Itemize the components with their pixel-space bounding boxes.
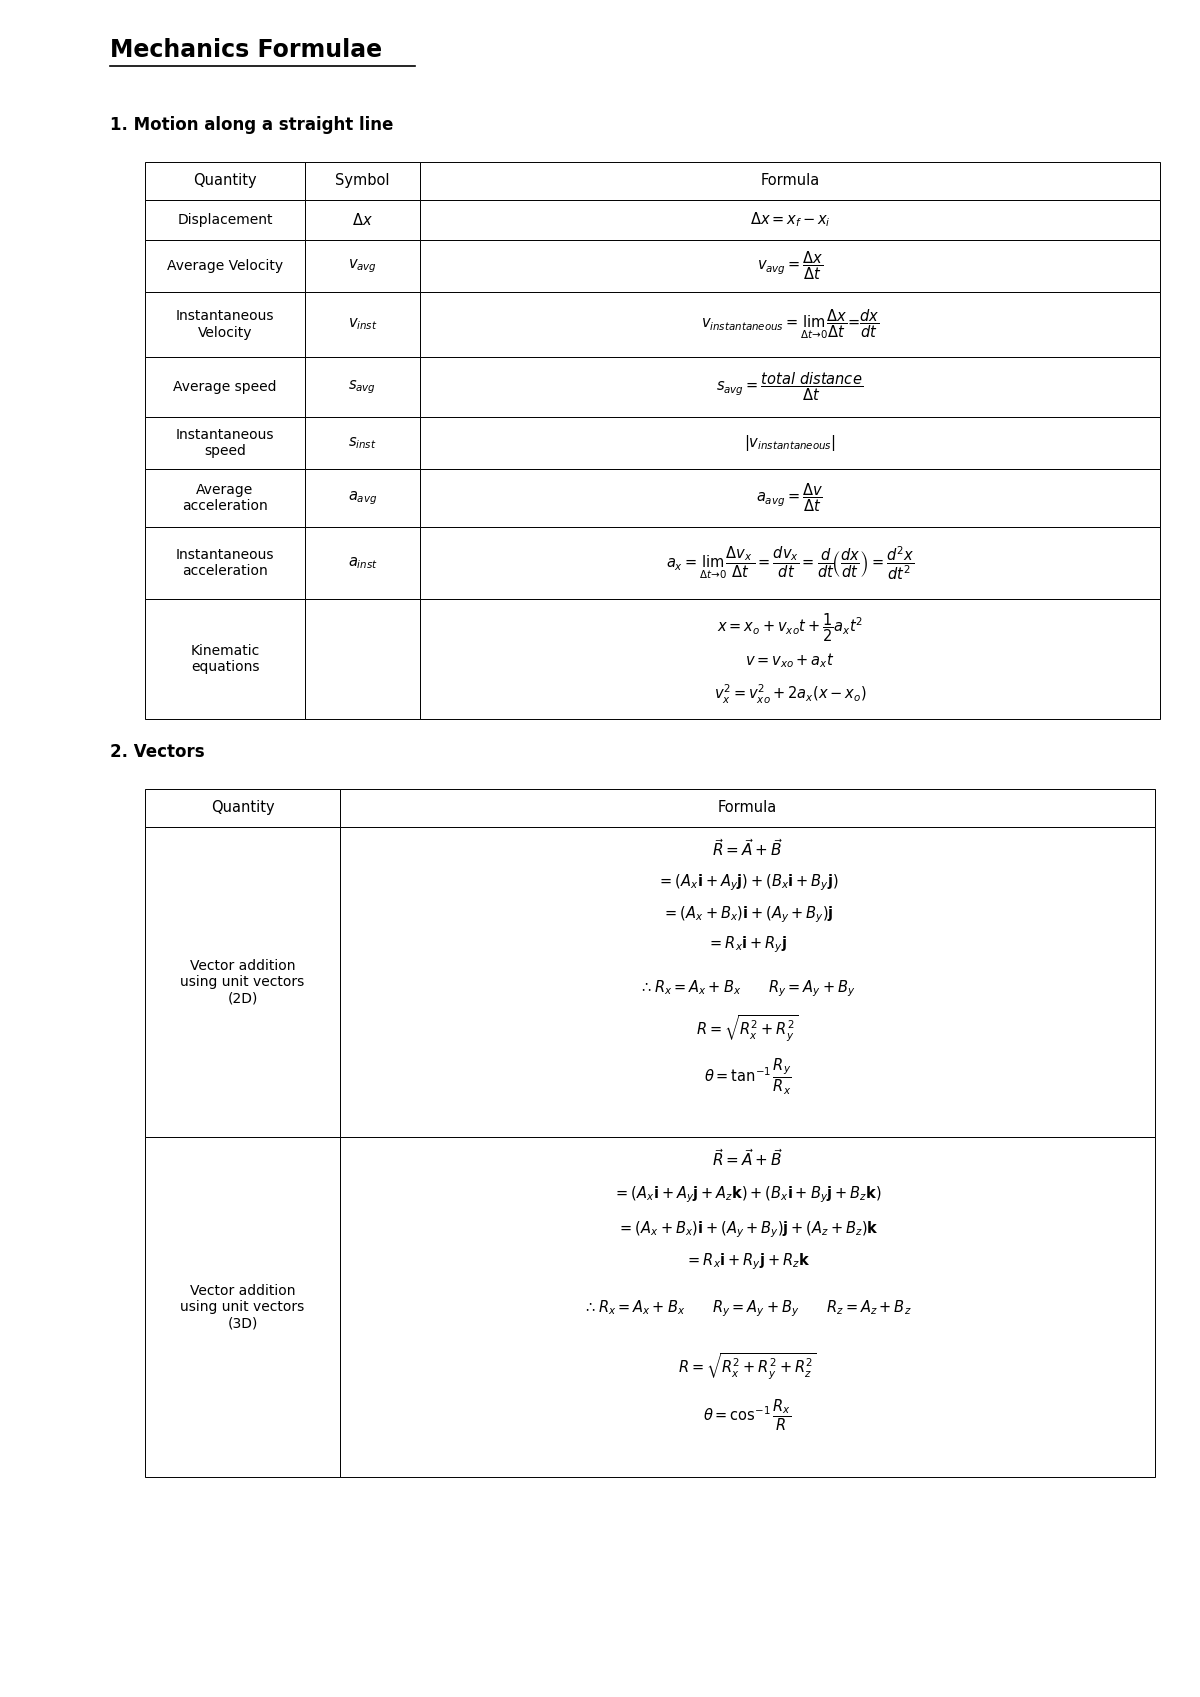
Text: Vector addition
using unit vectors
(2D): Vector addition using unit vectors (2D) [180,959,305,1005]
Text: $= (A_x\mathbf{i} + A_y\mathbf{j}) + (B_x\mathbf{i} + B_y\mathbf{j})$: $= (A_x\mathbf{i} + A_y\mathbf{j}) + (B_… [656,872,839,893]
Text: $s_{inst}$: $s_{inst}$ [348,434,377,451]
Bar [145,599,305,720]
Text: $a_x = \lim_{\Delta t \to 0}\dfrac{\Delta v_x}{\Delta t} = \dfrac{dv_x}{dt} = \d: $a_x = \lim_{\Delta t \to 0}\dfrac{\Delt… [666,545,914,582]
Bar [145,161,305,200]
Bar [420,292,1160,356]
Text: $v_{inst}$: $v_{inst}$ [348,317,377,333]
Text: Instantaneous
acceleration: Instantaneous acceleration [175,548,275,579]
Text: $s_{avg} = \dfrac{\mathit{total\ distance}}{\Delta t}$: $s_{avg} = \dfrac{\mathit{total\ distanc… [716,370,864,404]
Text: 1. Motion along a straight line: 1. Motion along a straight line [110,115,394,134]
Text: $= (A_x + B_x)\mathbf{i} + (A_y + B_y)\mathbf{j}$: $= (A_x + B_x)\mathbf{i} + (A_y + B_y)\m… [661,905,833,925]
Text: Vector addition
using unit vectors
(3D): Vector addition using unit vectors (3D) [180,1285,305,1330]
Bar [145,292,305,356]
Text: Kinematic
equations: Kinematic equations [191,643,259,674]
Text: $s_{avg}$: $s_{avg}$ [348,378,377,395]
Text: Instantaneous
speed: Instantaneous speed [175,428,275,458]
Bar [305,292,420,356]
Text: Displacement: Displacement [178,214,272,227]
Bar [420,528,1160,599]
Text: $\therefore R_x = A_x + B_x \qquad R_y = A_y + B_y$: $\therefore R_x = A_x + B_x \qquad R_y =… [640,979,856,1000]
Bar [340,826,1154,1137]
Bar [305,356,420,417]
Text: $\vec{R} = \vec{A} + \vec{B}$: $\vec{R} = \vec{A} + \vec{B}$ [712,838,782,859]
Text: Average
acceleration: Average acceleration [182,484,268,512]
Bar [145,528,305,599]
Text: Symbol: Symbol [335,173,390,188]
Text: $\theta = \cos^{-1}\dfrac{R_x}{R}$: $\theta = \cos^{-1}\dfrac{R_x}{R}$ [703,1397,792,1432]
Text: $v_x^2 = v_{xo}^2 + 2a_x(x - x_o)$: $v_x^2 = v_{xo}^2 + 2a_x(x - x_o)$ [714,682,866,706]
Bar [305,468,420,528]
Bar [305,599,420,720]
Text: $= (A_x + B_x)\mathbf{i} + (A_y + B_y)\mathbf{j} + (A_z + B_z)\mathbf{k}$: $= (A_x + B_x)\mathbf{i} + (A_y + B_y)\m… [617,1220,878,1241]
Text: $v_{instantaneous} = \lim_{\Delta t \to 0}\dfrac{\Delta x}{\Delta t} = \dfrac{dx: $v_{instantaneous} = \lim_{\Delta t \to … [701,307,880,341]
Text: $\Delta x = x_f - x_i$: $\Delta x = x_f - x_i$ [750,210,830,229]
Text: Quantity: Quantity [211,801,275,816]
Bar [145,417,305,468]
Text: Instantaneous
Velocity: Instantaneous Velocity [175,309,275,339]
Text: $R = \sqrt{R_x^2 + R_y^2 + R_z^2}$: $R = \sqrt{R_x^2 + R_y^2 + R_z^2}$ [678,1353,817,1381]
Text: 2. Vectors: 2. Vectors [110,743,205,760]
Bar [420,468,1160,528]
Bar [305,200,420,239]
Text: Mechanics Formulae: Mechanics Formulae [110,37,382,63]
Text: $R = \sqrt{R_x^2 + R_y^2}$: $R = \sqrt{R_x^2 + R_y^2}$ [696,1013,798,1044]
Bar [145,239,305,292]
Text: $\therefore R_x = A_x + B_x \qquad R_y = A_y + B_y \qquad R_z = A_z + B_z$: $\therefore R_x = A_x + B_x \qquad R_y =… [583,1298,912,1319]
Text: $a_{avg}$: $a_{avg}$ [348,489,377,507]
Text: $|v_{instantaneous}|$: $|v_{instantaneous}|$ [744,433,836,453]
Bar [145,468,305,528]
Bar [145,826,340,1137]
Bar [420,417,1160,468]
Bar [145,200,305,239]
Text: $x = x_o + v_{xo}t + \dfrac{1}{2}a_x t^2$: $x = x_o + v_{xo}t + \dfrac{1}{2}a_x t^2… [716,611,863,643]
Bar [145,789,340,826]
Bar [145,1137,340,1476]
Text: Average speed: Average speed [173,380,277,394]
Bar [305,161,420,200]
Bar [420,161,1160,200]
Text: $v_{avg}$: $v_{avg}$ [348,258,377,275]
Text: Formula: Formula [718,801,778,816]
Text: $= R_x\mathbf{i} + R_y\mathbf{j}$: $= R_x\mathbf{i} + R_y\mathbf{j}$ [708,935,787,955]
Bar [420,239,1160,292]
Text: $\Delta x$: $\Delta x$ [352,212,373,227]
Text: $v_{avg} = \dfrac{\Delta x}{\Delta t}$: $v_{avg} = \dfrac{\Delta x}{\Delta t}$ [757,249,823,282]
Text: Quantity: Quantity [193,173,257,188]
Text: $\vec{R} = \vec{A} + \vec{B}$: $\vec{R} = \vec{A} + \vec{B}$ [712,1149,782,1169]
Bar [145,356,305,417]
Text: Formula: Formula [761,173,820,188]
Bar [420,356,1160,417]
Text: $= R_x\mathbf{i} + R_y\mathbf{j} + R_z\mathbf{k}$: $= R_x\mathbf{i} + R_y\mathbf{j} + R_z\m… [685,1252,810,1273]
Text: Average Velocity: Average Velocity [167,260,283,273]
Text: $a_{avg} = \dfrac{\Delta v}{\Delta t}$: $a_{avg} = \dfrac{\Delta v}{\Delta t}$ [756,482,823,514]
Bar [305,417,420,468]
Bar [305,239,420,292]
Bar [340,789,1154,826]
Bar [420,200,1160,239]
Text: $\theta = \tan^{-1}\dfrac{R_y}{R_x}$: $\theta = \tan^{-1}\dfrac{R_y}{R_x}$ [703,1057,791,1096]
Text: $= (A_x\mathbf{i} + A_y\mathbf{j} + A_z\mathbf{k}) + (B_x\mathbf{i} + B_y\mathbf: $= (A_x\mathbf{i} + A_y\mathbf{j} + A_z\… [613,1185,882,1205]
Text: $v = v_{xo} + a_x t$: $v = v_{xo} + a_x t$ [745,652,835,670]
Bar [420,599,1160,720]
Text: $a_{inst}$: $a_{inst}$ [348,555,378,570]
Bar [305,528,420,599]
Bar [340,1137,1154,1476]
